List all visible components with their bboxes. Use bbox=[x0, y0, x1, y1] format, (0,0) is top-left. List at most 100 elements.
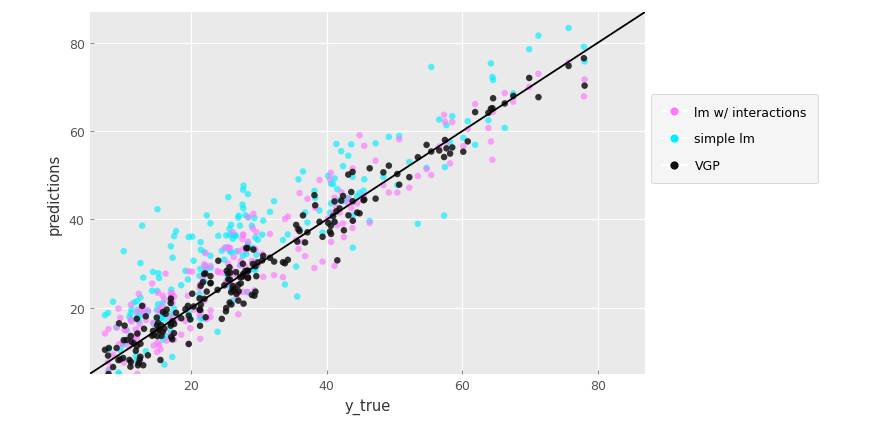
VGP bbox=[247, 292, 262, 299]
lm w/ interactions bbox=[249, 229, 263, 236]
lm w/ interactions bbox=[237, 246, 251, 252]
VGP bbox=[329, 209, 343, 215]
VGP bbox=[484, 106, 498, 113]
simple lm bbox=[238, 212, 253, 219]
VGP bbox=[154, 333, 168, 340]
lm w/ interactions bbox=[163, 314, 177, 321]
simple lm bbox=[227, 233, 241, 240]
VGP bbox=[117, 322, 132, 329]
simple lm bbox=[124, 316, 138, 323]
VGP bbox=[130, 343, 144, 350]
simple lm bbox=[152, 275, 167, 282]
lm w/ interactions bbox=[247, 287, 262, 294]
VGP bbox=[432, 148, 446, 155]
lm w/ interactions bbox=[251, 262, 265, 269]
VGP bbox=[211, 287, 225, 294]
VGP bbox=[167, 330, 181, 337]
VGP bbox=[98, 347, 112, 353]
VGP bbox=[234, 280, 248, 287]
simple lm bbox=[136, 274, 151, 281]
simple lm bbox=[199, 267, 213, 273]
lm w/ interactions bbox=[291, 246, 306, 253]
VGP bbox=[133, 356, 147, 363]
VGP bbox=[109, 345, 124, 352]
lm w/ interactions bbox=[323, 170, 338, 177]
lm w/ interactions bbox=[222, 245, 237, 252]
simple lm bbox=[221, 194, 236, 201]
VGP bbox=[237, 272, 251, 279]
lm w/ interactions bbox=[562, 60, 576, 67]
VGP bbox=[174, 315, 188, 322]
lm w/ interactions bbox=[139, 317, 153, 324]
lm w/ interactions bbox=[219, 279, 233, 286]
VGP bbox=[217, 282, 231, 289]
simple lm bbox=[150, 288, 164, 295]
simple lm bbox=[390, 182, 404, 189]
lm w/ interactions bbox=[221, 244, 236, 251]
lm w/ interactions bbox=[194, 295, 208, 302]
simple lm bbox=[237, 206, 251, 212]
VGP bbox=[324, 231, 339, 238]
VGP bbox=[239, 245, 254, 252]
simple lm bbox=[345, 174, 359, 181]
simple lm bbox=[137, 307, 151, 314]
simple lm bbox=[125, 306, 139, 313]
simple lm bbox=[240, 243, 254, 249]
lm w/ interactions bbox=[468, 101, 482, 108]
VGP bbox=[437, 154, 452, 161]
VGP bbox=[481, 110, 495, 117]
simple lm bbox=[236, 202, 250, 209]
simple lm bbox=[231, 289, 246, 296]
lm w/ interactions bbox=[236, 232, 250, 239]
simple lm bbox=[419, 165, 434, 172]
lm w/ interactions bbox=[227, 254, 241, 261]
VGP bbox=[323, 229, 337, 236]
lm w/ interactions bbox=[308, 205, 323, 212]
simple lm bbox=[198, 263, 212, 270]
lm w/ interactions bbox=[246, 211, 261, 218]
simple lm bbox=[124, 310, 138, 317]
lm w/ interactions bbox=[116, 340, 130, 347]
simple lm bbox=[276, 237, 290, 244]
lm w/ interactions bbox=[292, 190, 306, 197]
VGP bbox=[308, 203, 323, 209]
simple lm bbox=[219, 233, 233, 240]
simple lm bbox=[267, 198, 281, 205]
lm w/ interactions bbox=[223, 279, 237, 286]
simple lm bbox=[330, 186, 344, 193]
simple lm bbox=[109, 324, 124, 331]
simple lm bbox=[439, 123, 453, 129]
VGP bbox=[344, 189, 358, 196]
VGP bbox=[164, 334, 178, 341]
simple lm bbox=[186, 258, 201, 264]
lm w/ interactions bbox=[117, 327, 132, 334]
lm w/ interactions bbox=[124, 335, 138, 342]
simple lm bbox=[223, 232, 237, 239]
lm w/ interactions bbox=[437, 112, 452, 119]
simple lm bbox=[246, 266, 260, 273]
lm w/ interactions bbox=[327, 195, 341, 202]
VGP bbox=[315, 234, 330, 241]
VGP bbox=[197, 271, 211, 278]
lm w/ interactions bbox=[438, 119, 452, 126]
VGP bbox=[231, 288, 246, 295]
simple lm bbox=[239, 251, 254, 258]
lm w/ interactions bbox=[151, 307, 166, 314]
simple lm bbox=[101, 346, 116, 353]
simple lm bbox=[577, 44, 591, 51]
VGP bbox=[151, 333, 165, 340]
VGP bbox=[141, 352, 155, 359]
lm w/ interactions bbox=[324, 239, 339, 246]
lm w/ interactions bbox=[337, 234, 351, 241]
simple lm bbox=[116, 248, 131, 255]
VGP bbox=[134, 353, 148, 360]
lm w/ interactions bbox=[165, 291, 179, 298]
VGP bbox=[137, 326, 151, 332]
simple lm bbox=[156, 336, 170, 343]
VGP bbox=[337, 227, 351, 234]
simple lm bbox=[280, 231, 295, 238]
simple lm bbox=[182, 234, 196, 241]
simple lm bbox=[141, 309, 155, 316]
simple lm bbox=[443, 139, 457, 146]
lm w/ interactions bbox=[531, 71, 546, 78]
